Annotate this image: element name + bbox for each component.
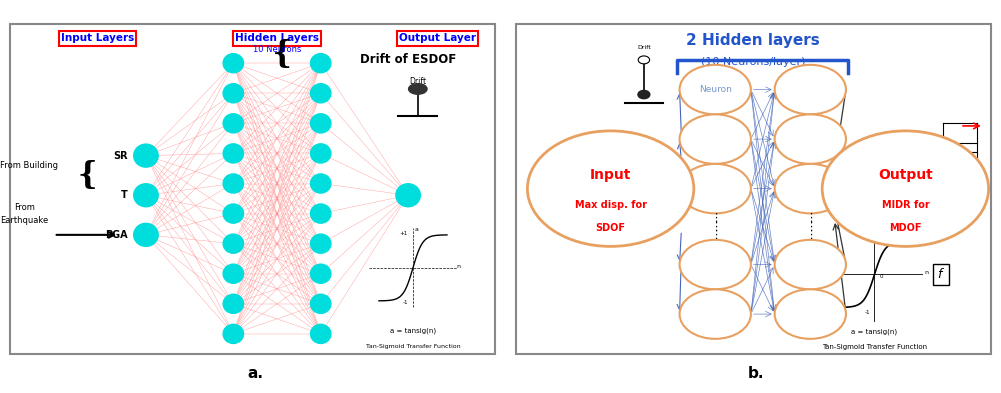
Ellipse shape [310,294,331,313]
Text: Drift: Drift [409,77,426,86]
Circle shape [680,114,751,164]
Ellipse shape [223,84,243,103]
Text: +1: +1 [399,231,408,236]
Ellipse shape [395,184,420,207]
Text: Input Layers: Input Layers [61,33,134,44]
Ellipse shape [310,324,331,343]
Ellipse shape [223,114,243,133]
Circle shape [775,240,846,289]
Circle shape [680,65,751,114]
Text: Tan-Sigmoid Transfer Function: Tan-Sigmoid Transfer Function [822,344,927,350]
Text: {: { [78,160,97,191]
Ellipse shape [408,84,427,94]
Text: SR: SR [113,151,127,161]
Text: n: n [925,270,928,275]
Text: (10 Neurons/layer): (10 Neurons/layer) [701,57,806,66]
Text: MIDR for: MIDR for [882,200,929,210]
Text: ⋮
⋮
⋮: ⋮ ⋮ ⋮ [710,213,721,240]
Circle shape [680,164,751,213]
Text: Drift of ESDOF: Drift of ESDOF [360,53,456,66]
Text: From: From [14,203,35,212]
Text: 10 Neurons: 10 Neurons [253,45,301,54]
Ellipse shape [134,184,158,207]
Ellipse shape [223,264,243,283]
Text: From Building: From Building [0,161,58,170]
Circle shape [680,240,751,289]
Text: Hidden Layers: Hidden Layers [235,33,319,44]
Ellipse shape [134,144,158,167]
Text: a.: a. [247,366,263,381]
Text: n: n [456,264,460,269]
Text: T: T [121,190,127,200]
Text: Output: Output [878,169,933,182]
Text: Earthquake: Earthquake [0,216,49,225]
Circle shape [775,164,846,213]
Ellipse shape [310,264,331,283]
Text: }: } [267,35,286,66]
Ellipse shape [310,234,331,253]
Ellipse shape [310,204,331,223]
Text: 0: 0 [879,274,883,279]
Circle shape [775,114,846,164]
Circle shape [680,289,751,339]
Ellipse shape [223,53,243,73]
Circle shape [822,131,989,246]
Text: Drift: Drift [637,45,651,50]
Text: SDOF: SDOF [596,223,626,233]
Text: Max disp. for: Max disp. for [575,200,647,210]
Text: -1: -1 [402,300,408,305]
Text: Neuron: Neuron [699,85,732,94]
Text: MDOF: MDOF [889,223,922,233]
Text: a = tansig(n): a = tansig(n) [852,329,898,336]
Text: 2 Hidden layers: 2 Hidden layers [687,33,820,48]
Text: -1: -1 [864,310,870,315]
Text: Output Layer: Output Layer [398,33,475,44]
Text: b.: b. [748,366,764,381]
Ellipse shape [223,204,243,223]
Ellipse shape [223,324,243,343]
Ellipse shape [134,223,158,246]
Circle shape [528,131,694,246]
Text: ⋮
⋮
⋮: ⋮ ⋮ ⋮ [805,213,816,240]
Circle shape [775,289,846,339]
Text: Tan-Sigmoid Transfer Function: Tan-Sigmoid Transfer Function [365,344,460,349]
Text: a: a [877,228,881,232]
Text: $f$: $f$ [937,268,945,281]
Text: a: a [414,228,418,232]
Ellipse shape [310,174,331,193]
Ellipse shape [223,144,243,163]
Ellipse shape [638,90,650,99]
Ellipse shape [310,84,331,103]
Text: PGA: PGA [105,230,127,240]
Ellipse shape [310,114,331,133]
Circle shape [775,65,846,114]
Text: +1: +1 [862,234,870,239]
Ellipse shape [223,294,243,313]
Text: a = tansig(n): a = tansig(n) [390,327,436,334]
Ellipse shape [310,53,331,73]
Circle shape [639,56,650,64]
Ellipse shape [223,234,243,253]
Ellipse shape [310,144,331,163]
Ellipse shape [223,174,243,193]
Text: Input: Input [590,169,632,182]
